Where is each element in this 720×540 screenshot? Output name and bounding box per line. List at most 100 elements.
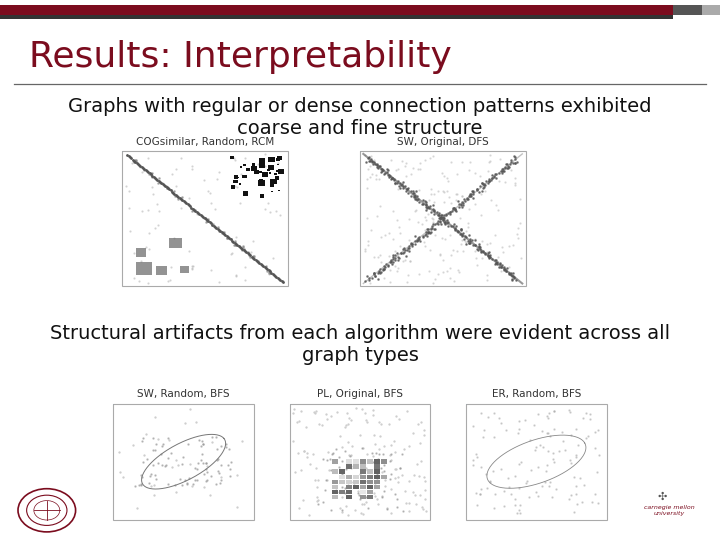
Point bbox=[572, 500, 583, 509]
Point bbox=[570, 490, 582, 498]
Point bbox=[488, 409, 500, 417]
Bar bbox=[374, 469, 380, 474]
Point bbox=[497, 168, 508, 177]
Point bbox=[503, 242, 514, 251]
Point bbox=[542, 447, 554, 455]
Point bbox=[380, 260, 392, 268]
Point bbox=[197, 458, 209, 467]
Point bbox=[429, 275, 441, 284]
Point bbox=[256, 261, 268, 269]
Point bbox=[523, 493, 535, 502]
Point bbox=[563, 406, 575, 415]
Point bbox=[400, 499, 412, 508]
Point bbox=[532, 492, 544, 501]
Bar bbox=[360, 480, 366, 484]
Point bbox=[288, 436, 300, 445]
Point bbox=[168, 187, 180, 195]
Point bbox=[564, 455, 576, 464]
Point bbox=[335, 432, 346, 441]
Point bbox=[440, 218, 451, 227]
Point bbox=[456, 191, 467, 200]
Point bbox=[364, 153, 375, 161]
Point bbox=[138, 164, 149, 172]
Point bbox=[218, 230, 230, 239]
Bar bbox=[271, 191, 273, 192]
Point bbox=[327, 448, 338, 457]
Point bbox=[153, 206, 165, 215]
Point bbox=[461, 240, 472, 248]
Point bbox=[224, 444, 235, 453]
Bar bbox=[367, 460, 374, 464]
Bar bbox=[156, 266, 167, 275]
Point bbox=[321, 455, 333, 464]
Point bbox=[358, 443, 369, 452]
Point bbox=[274, 276, 286, 285]
Bar bbox=[262, 172, 268, 177]
Point bbox=[484, 158, 495, 166]
Point bbox=[421, 204, 433, 213]
Point bbox=[492, 258, 503, 267]
Bar bbox=[269, 172, 271, 174]
Point bbox=[480, 249, 491, 258]
Bar bbox=[374, 475, 380, 479]
Point bbox=[213, 227, 225, 235]
Point bbox=[160, 182, 171, 191]
Point bbox=[310, 407, 322, 415]
Point bbox=[172, 461, 184, 469]
Point bbox=[557, 436, 569, 445]
Point bbox=[386, 456, 397, 465]
Point bbox=[385, 258, 397, 266]
Point bbox=[513, 484, 525, 492]
Point bbox=[423, 228, 435, 237]
Point bbox=[260, 261, 271, 270]
Point bbox=[492, 263, 504, 272]
Point bbox=[411, 195, 423, 204]
Point bbox=[377, 264, 389, 273]
Point bbox=[410, 500, 422, 508]
Point bbox=[373, 253, 384, 261]
Point bbox=[470, 254, 482, 262]
Point bbox=[373, 161, 384, 170]
Point bbox=[414, 491, 426, 500]
Point bbox=[420, 228, 432, 237]
Point bbox=[368, 158, 379, 166]
Point bbox=[483, 252, 495, 260]
Point bbox=[438, 188, 450, 197]
Point bbox=[374, 161, 385, 170]
Point bbox=[378, 461, 390, 469]
Point bbox=[462, 219, 474, 228]
Point bbox=[454, 214, 466, 222]
Point bbox=[448, 204, 459, 213]
Point bbox=[392, 477, 404, 486]
Point bbox=[420, 200, 432, 209]
Point bbox=[485, 239, 496, 247]
Bar bbox=[254, 171, 258, 174]
Point bbox=[423, 202, 434, 211]
Point bbox=[378, 265, 390, 273]
Point bbox=[454, 230, 466, 238]
Point bbox=[192, 476, 203, 485]
Point bbox=[444, 193, 455, 201]
Point bbox=[207, 220, 218, 229]
Point bbox=[229, 181, 240, 190]
Point bbox=[392, 264, 404, 273]
Point bbox=[473, 188, 485, 197]
Point bbox=[369, 491, 381, 500]
Point bbox=[434, 218, 446, 226]
Bar bbox=[181, 266, 189, 273]
Point bbox=[260, 264, 271, 273]
Point bbox=[482, 413, 494, 421]
Point bbox=[360, 463, 372, 472]
Bar bbox=[339, 480, 346, 484]
Point bbox=[353, 487, 364, 496]
Point bbox=[541, 429, 553, 438]
Point bbox=[129, 156, 140, 164]
Point bbox=[564, 430, 576, 439]
Point bbox=[152, 176, 163, 184]
Point bbox=[128, 158, 140, 167]
Point bbox=[420, 200, 431, 208]
Point bbox=[247, 237, 258, 246]
Point bbox=[406, 187, 418, 195]
Point bbox=[213, 278, 225, 286]
Point bbox=[248, 253, 260, 261]
